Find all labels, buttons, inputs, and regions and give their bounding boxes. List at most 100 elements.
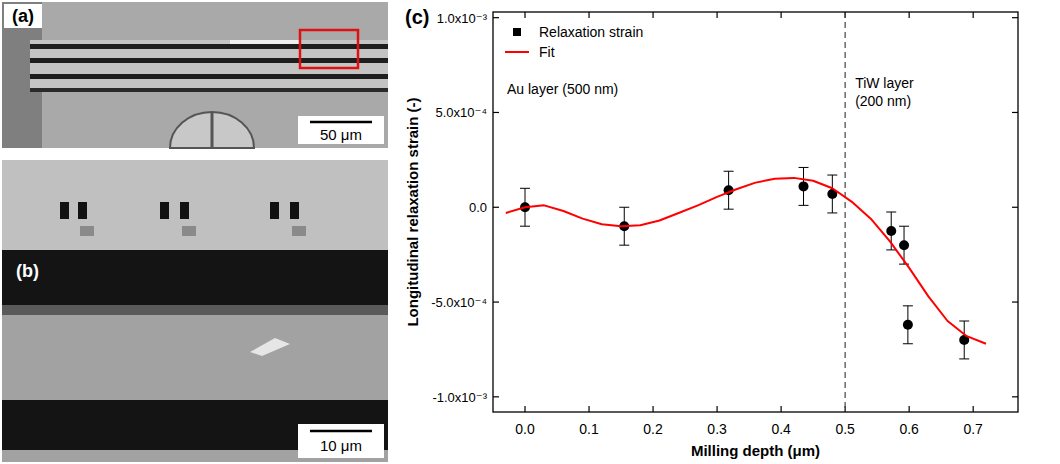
fit-line: [506, 178, 986, 344]
error-bar-cap: [903, 343, 913, 344]
x-tick-label: 0.2: [643, 421, 663, 437]
x-tick: [973, 406, 974, 412]
x-tick: [909, 406, 910, 412]
legend: Relaxation strain Fit: [505, 24, 643, 60]
x-tick-label: 0.1: [579, 421, 599, 437]
image-line: [30, 88, 388, 92]
scale-bar-label: 50 μm: [320, 126, 362, 143]
annotation: TiW layer(200 nm): [855, 75, 914, 109]
plot-area: [506, 167, 986, 358]
legend-label: Relaxation strain: [539, 24, 643, 40]
x-tick: [524, 406, 525, 412]
panel-label: (b): [16, 261, 39, 281]
error-bar-cap: [827, 212, 837, 213]
panel-label: (c): [405, 6, 429, 28]
image-hole: [160, 202, 169, 219]
label-patch: [4, 4, 42, 28]
y-tick-right: [1012, 396, 1018, 397]
y-tick-right: [1012, 207, 1018, 208]
error-bar-cap: [619, 245, 629, 246]
legend-label: Fit: [539, 44, 555, 60]
x-tick-top: [909, 12, 910, 18]
image-hole: [78, 202, 87, 219]
image-band: [2, 250, 388, 305]
data-point: [886, 226, 896, 236]
image-line: [30, 74, 388, 79]
image-hole: [290, 202, 299, 219]
error-bar-cap: [799, 205, 809, 206]
x-tick-label: 0.0: [515, 421, 535, 437]
image-shape: [211, 112, 214, 148]
x-tick-label: 0.3: [707, 421, 727, 437]
highlight-box: [300, 30, 358, 68]
legend-swatch: [505, 51, 529, 53]
x-tick-top: [781, 12, 782, 18]
image-shape: [170, 112, 254, 148]
x-tick: [781, 406, 782, 412]
legend-swatch: [513, 28, 521, 36]
sem-image-b: (b) 10 μm: [2, 160, 388, 462]
error-bar: [959, 321, 969, 359]
y-tick-right: [1012, 301, 1018, 302]
error-bar-cap: [827, 175, 837, 176]
y-tick: [493, 112, 499, 113]
error-bar: [903, 306, 913, 344]
x-tick-top: [716, 12, 717, 18]
figure: (a) 50 μm (b) 10 μm (c) 0.0 0.1 0.2 0.3 0.4 0.5 0.6…: [0, 0, 1060, 464]
scale-bar-box: [298, 424, 384, 458]
image-shape: [250, 338, 290, 356]
image-region: [30, 40, 388, 88]
y-axis-title: Longitudinal relaxation strain (-): [404, 97, 421, 326]
error-bar-cap: [959, 358, 969, 359]
x-tick-top: [652, 12, 653, 18]
image-hole: [180, 202, 189, 219]
error-bar-cap: [619, 207, 629, 208]
data-point: [799, 181, 809, 191]
x-tick-label: 0.4: [771, 421, 791, 437]
x-tick-label: 0.7: [963, 421, 983, 437]
image-region: [182, 226, 196, 236]
data-point: [899, 240, 909, 250]
x-tick: [588, 406, 589, 412]
y-tick-label: -1.0x10⁻³: [432, 390, 487, 405]
scale-bar: [310, 430, 372, 433]
error-bar-cap: [899, 226, 909, 227]
x-tick-top: [588, 12, 589, 18]
image-region: [230, 40, 300, 44]
image-region: [2, 160, 388, 250]
error-bar-cap: [724, 209, 734, 210]
error-bar: [899, 226, 909, 264]
sem-image-a: (a) 50 μm: [2, 2, 388, 148]
y-tick-label: -5.0x10⁻⁴: [431, 295, 487, 310]
panel-label: (a): [12, 6, 34, 26]
y-tick-label: 5.0x10⁻⁴: [436, 105, 487, 120]
y-tick: [493, 301, 499, 302]
image-region: [80, 226, 94, 236]
x-tick-label: 0.6: [899, 421, 919, 437]
image-band: [2, 305, 388, 315]
x-tick: [716, 406, 717, 412]
x-tick-label: 0.5: [835, 421, 855, 437]
image-line: [30, 44, 388, 49]
y-tick-label: 0.0: [469, 200, 487, 215]
error-bar-cap: [799, 167, 809, 168]
y-tick: [493, 207, 499, 208]
error-bar-cap: [903, 305, 913, 306]
image-background: [2, 2, 388, 148]
error-bar-cap: [724, 171, 734, 172]
error-bar: [799, 167, 809, 205]
image-region: [292, 226, 306, 236]
image-hole: [270, 202, 279, 219]
y-tick-right: [1012, 112, 1018, 113]
image-background: [2, 160, 388, 462]
error-bar-cap: [886, 212, 896, 213]
x-tick-top: [524, 12, 525, 18]
scale-bar-label: 10 μm: [320, 437, 362, 454]
x-tick: [652, 406, 653, 412]
scale-bar-box: [298, 116, 384, 144]
reference-line: [845, 12, 846, 412]
image-line: [30, 58, 388, 63]
scale-bar: [310, 121, 372, 124]
error-bar-cap: [959, 321, 969, 322]
y-tick: [493, 17, 499, 18]
